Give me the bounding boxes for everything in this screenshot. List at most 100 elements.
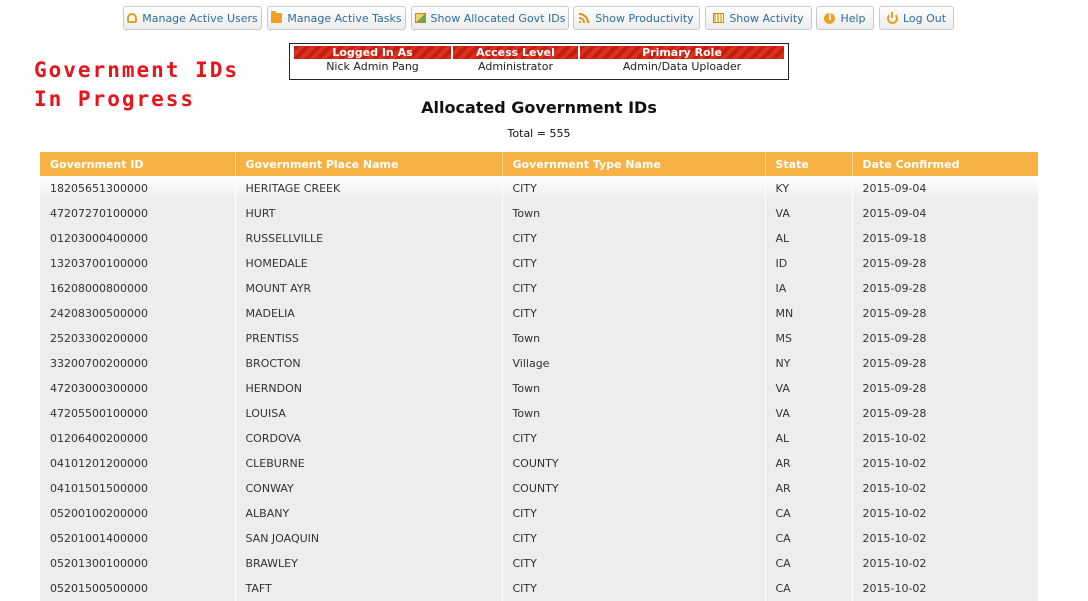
government-id-cell: 18205651300000 — [40, 176, 235, 201]
table-row: 05200100200000 ALBANY CITY CA 2015-10-02 — [40, 501, 1038, 526]
column-header-date-confirmed[interactable]: Date Confirmed — [851, 152, 1038, 176]
place-name-cell: HOMEDALE — [234, 251, 502, 276]
show-allocated-govt-ids-button[interactable]: Show Allocated Govt IDs — [411, 6, 569, 30]
help-button[interactable]: i Help — [816, 6, 874, 30]
column-header-government-id[interactable]: Government ID — [40, 152, 235, 176]
type-name-cell: CITY — [501, 226, 765, 251]
table-row: 01203000400000 RUSSELLVILLE CITY AL 2015-09-… — [40, 226, 1038, 251]
date-confirmed-cell: 2015-10-02 — [851, 501, 1038, 526]
date-confirmed-cell: 2015-09-28 — [851, 376, 1038, 401]
government-id-cell: 05201001400000 — [40, 526, 235, 551]
log-out-label: Log Out — [902, 11, 947, 25]
date-confirmed-cell: 2015-09-28 — [851, 401, 1038, 426]
table-row: 16208000800000 MOUNT AYR CITY IA 2015-09-28 — [40, 276, 1038, 301]
date-confirmed-cell: 2015-09-18 — [851, 226, 1038, 251]
place-name-cell: LOUISA — [234, 401, 502, 426]
access-level-header: Access Level — [453, 46, 578, 59]
place-name-cell: MADELIA — [234, 301, 502, 326]
state-cell: AR — [764, 476, 852, 501]
state-cell: VA — [764, 401, 852, 426]
date-confirmed-cell: 2015-09-28 — [851, 301, 1038, 326]
show-allocated-govt-ids-label: Show Allocated Govt IDs — [430, 11, 566, 25]
user-icon — [127, 13, 138, 23]
table-row: 05201500500000 TAFT CITY CA 2015-10-02 — [40, 576, 1038, 601]
primary-role-value: Admin/Data Uploader — [622, 60, 742, 73]
type-name-cell: CITY — [501, 176, 765, 201]
date-confirmed-cell: 2015-09-04 — [851, 176, 1038, 201]
type-name-cell: CITY — [501, 551, 765, 576]
date-confirmed-cell: 2015-09-28 — [851, 276, 1038, 301]
table-row: 05201001400000 SAN JOAQUIN CITY CA 2015-10-0… — [40, 526, 1038, 551]
column-header-type-name[interactable]: Government Type Name — [501, 152, 765, 176]
government-id-cell: 16208000800000 — [40, 276, 235, 301]
help-label: Help — [840, 11, 866, 25]
show-productivity-label: Show Productivity — [595, 11, 694, 25]
place-name-cell: TAFT — [234, 576, 502, 601]
government-id-cell: 25203300200000 — [40, 326, 235, 351]
type-name-cell: CITY — [501, 576, 765, 601]
type-name-cell: CITY — [501, 526, 765, 551]
date-confirmed-cell: 2015-10-02 — [851, 426, 1038, 451]
date-confirmed-cell: 2015-09-28 — [851, 326, 1038, 351]
government-id-cell: 47207270100000 — [40, 201, 235, 226]
table-row: 04101201200000 CLEBURNE COUNTY AR 2015-10-02 — [40, 451, 1038, 476]
user-info-table: Logged In As Access Level Primary Role N… — [292, 46, 786, 75]
date-confirmed-cell: 2015-10-02 — [851, 476, 1038, 501]
government-id-cell: 01206400200000 — [40, 426, 235, 451]
page-title-line-2: In Progress — [34, 87, 196, 111]
type-name-cell: COUNTY — [501, 451, 765, 476]
table-header-row: Government ID Government Place Name Gove… — [40, 152, 1038, 176]
government-id-cell: 05201500500000 — [40, 576, 235, 601]
show-activity-button[interactable]: Show Activity — [705, 6, 812, 30]
date-confirmed-cell: 2015-10-02 — [851, 576, 1038, 601]
type-name-cell: Town — [501, 201, 765, 226]
government-id-cell: 24208300500000 — [40, 301, 235, 326]
type-name-cell: CITY — [501, 501, 765, 526]
type-name-cell: Town — [501, 376, 765, 401]
table-row: 05201300100000 BRAWLEY CITY CA 2015-10-02 — [40, 551, 1038, 576]
column-header-state[interactable]: State — [764, 152, 852, 176]
government-id-cell: 47203000300000 — [40, 376, 235, 401]
state-cell: AL — [764, 426, 852, 451]
place-name-cell: CORDOVA — [234, 426, 502, 451]
allocated-ids-table: Government ID Government Place Name Gove… — [40, 152, 1038, 601]
type-name-cell: Town — [501, 326, 765, 351]
table-row: 01206400200000 CORDOVA CITY AL 2015-10-02 — [40, 426, 1038, 451]
state-cell: IA — [764, 276, 852, 301]
government-id-cell: 33200700200000 — [40, 351, 235, 376]
table-row: 24208300500000 MADELIA CITY MN 2015-09-28 — [40, 301, 1038, 326]
place-name-cell: HURT — [234, 201, 502, 226]
state-cell: NY — [764, 351, 852, 376]
type-name-cell: CITY — [501, 276, 765, 301]
show-productivity-button[interactable]: Show Productivity — [573, 6, 700, 30]
government-id-cell: 05201300100000 — [40, 551, 235, 576]
logged-in-as-value: Nick Admin Pang — [326, 60, 419, 73]
log-out-button[interactable]: Log Out — [879, 6, 954, 30]
page-title: Government IDs In Progress — [34, 56, 239, 114]
table-row: 33200700200000 BROCTON Village NY 2015-09-28 — [40, 351, 1038, 376]
column-header-place-name[interactable]: Government Place Name — [234, 152, 502, 176]
date-confirmed-cell: 2015-09-28 — [851, 251, 1038, 276]
place-name-cell: SAN JOAQUIN — [234, 526, 502, 551]
primary-role-header: Primary Role — [580, 46, 784, 59]
show-activity-label: Show Activity — [729, 11, 804, 25]
top-nav: Manage Active Users Manage Active Tasks … — [0, 6, 1088, 32]
manage-active-tasks-button[interactable]: Manage Active Tasks — [267, 6, 406, 30]
place-name-cell: CONWAY — [234, 476, 502, 501]
date-confirmed-cell: 2015-10-02 — [851, 451, 1038, 476]
place-name-cell: BROCTON — [234, 351, 502, 376]
table-row: 04101501500000 CONWAY COUNTY AR 2015-10-02 — [40, 476, 1038, 501]
type-name-cell: Town — [501, 401, 765, 426]
state-cell: VA — [764, 201, 852, 226]
manage-active-users-button[interactable]: Manage Active Users — [123, 6, 262, 30]
state-cell: AR — [764, 451, 852, 476]
state-cell: KY — [764, 176, 852, 201]
place-name-cell: ALBANY — [234, 501, 502, 526]
place-name-cell: MOUNT AYR — [234, 276, 502, 301]
state-cell: CA — [764, 526, 852, 551]
table-row: 18205651300000 HERITAGE CREEK CITY KY 2015-0… — [40, 176, 1038, 201]
state-cell: CA — [764, 501, 852, 526]
table-row: 47207270100000 HURT Town VA 2015-09-04 — [40, 201, 1038, 226]
manage-active-tasks-label: Manage Active Tasks — [287, 11, 402, 25]
government-id-cell: 04101201200000 — [40, 451, 235, 476]
